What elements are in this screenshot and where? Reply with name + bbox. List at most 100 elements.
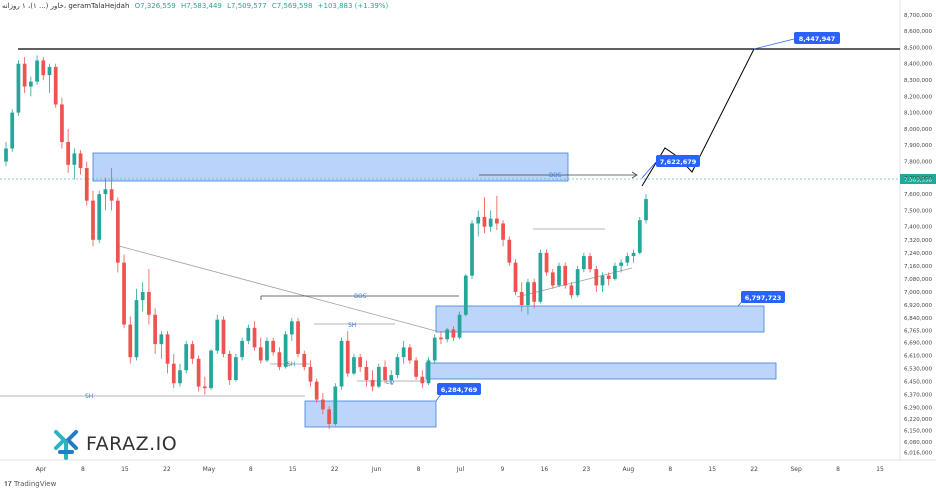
candle-body [401, 347, 406, 358]
supply-zone[interactable] [92, 152, 569, 182]
price-axis[interactable]: 8,700,000 8,600,000 8,500,000 8,400,000 8,30… [904, 13, 932, 457]
candle-body [395, 357, 400, 376]
time-tick-label: 8 [417, 466, 421, 473]
candle [271, 337, 276, 356]
candle-body [619, 262, 624, 266]
candle-body [470, 223, 474, 276]
callout-demand-lower-value: 6,284,769 [441, 386, 478, 394]
close-value: C7,569,598 [271, 2, 313, 10]
candle [28, 76, 33, 97]
candle-body [439, 337, 443, 340]
candle [507, 236, 512, 266]
candle [171, 353, 176, 389]
price-tick-label: 7,800,000 [904, 160, 932, 166]
candle-body [563, 265, 568, 286]
faraz-logo-text: FARAZ.IO [86, 433, 178, 455]
callout-box-demand-lower[interactable] [437, 383, 481, 395]
price-tick-label: 6,690,000 [904, 341, 932, 347]
callout-demand-upper-value: 6,797,723 [745, 294, 782, 302]
candle [619, 259, 624, 273]
price-tick-label: 7,700,000 [904, 176, 932, 182]
price-tick-label: 8,200,000 [904, 94, 932, 100]
price-tick-label: 7,320,000 [904, 238, 932, 244]
price-tick-label: 8,000,000 [904, 127, 932, 133]
price-tick-label: 6,080,000 [904, 440, 932, 446]
candle-body [513, 262, 518, 292]
candle [352, 353, 356, 376]
candle-body [445, 329, 450, 340]
candle [258, 337, 263, 364]
candle-body [488, 218, 493, 227]
candle [631, 249, 636, 263]
ascending-trendline[interactable] [516, 267, 633, 298]
time-axis[interactable]: Apr 8 15 22 May 8 15 22 Jun 8 Jul 9 16 23 Aug 8 15 22 Sep 8… [36, 466, 884, 473]
callout-box-demand-upper[interactable] [741, 291, 785, 303]
candle [72, 148, 77, 180]
candle-body [209, 350, 213, 389]
candle-body [606, 275, 611, 279]
candle-body [414, 360, 418, 377]
price-tick-label: 6,290,000 [904, 406, 932, 412]
candle-body [147, 291, 151, 315]
demand-zone-middle[interactable] [425, 362, 777, 380]
lq-label: LQ [386, 379, 394, 386]
price-tick-label: 7,000,000 [904, 290, 932, 296]
candle [327, 406, 331, 429]
candle [184, 340, 189, 374]
candle [53, 63, 58, 108]
candle-body [532, 282, 537, 302]
candle [457, 311, 462, 340]
candle-body [97, 194, 102, 240]
candle [582, 252, 586, 273]
candle-body [519, 291, 524, 305]
candle-body [159, 334, 164, 345]
candle-body [594, 269, 599, 286]
demand-zone-upper[interactable] [435, 305, 765, 333]
candle [519, 282, 524, 312]
candle [314, 378, 319, 403]
candle-body [364, 366, 369, 380]
time-tick-label: 15 [708, 466, 716, 473]
candle-body [53, 66, 58, 105]
candle-body [451, 329, 456, 338]
candle [408, 344, 412, 364]
candle-body [637, 220, 642, 253]
time-tick-label: 8 [249, 466, 253, 473]
candle [600, 272, 605, 292]
candle [569, 282, 574, 299]
candle-body [476, 216, 481, 224]
candle-body [314, 381, 319, 400]
candle [383, 360, 387, 384]
candle-body [321, 399, 325, 410]
candle [376, 363, 381, 389]
candle [60, 97, 64, 149]
candle-body [526, 282, 530, 305]
candle-body [507, 239, 512, 263]
candle [91, 190, 95, 247]
candle [594, 265, 599, 292]
tradingview-watermark: 𝟏𝟕 TradingView [4, 480, 56, 489]
callout-box-target[interactable] [794, 32, 840, 44]
symbol-header[interactable]: خاور (... ۱)، ۱ روزانه، geramTalaHejdah … [2, 2, 388, 10]
candle-body [153, 314, 157, 345]
time-tick-label: Sep [790, 466, 802, 473]
candle [308, 360, 313, 387]
price-tick-label: 6,530,000 [904, 367, 932, 373]
candle-body [283, 334, 288, 367]
callout-box-bos[interactable] [656, 155, 700, 167]
demand-zone-lower[interactable] [304, 400, 437, 428]
candle-body [339, 340, 344, 387]
candle [140, 282, 145, 312]
candle [526, 278, 530, 315]
change-value: +103,883 (+1.39%) [317, 2, 389, 10]
candle-body [258, 347, 263, 361]
price-tick-label: 8,100,000 [904, 111, 932, 117]
price-tick-label: 7,500,000 [904, 208, 932, 214]
candle [482, 197, 487, 234]
candle [451, 326, 456, 341]
candle [401, 340, 406, 364]
descending-trendline[interactable] [118, 245, 437, 332]
candle [22, 57, 27, 94]
